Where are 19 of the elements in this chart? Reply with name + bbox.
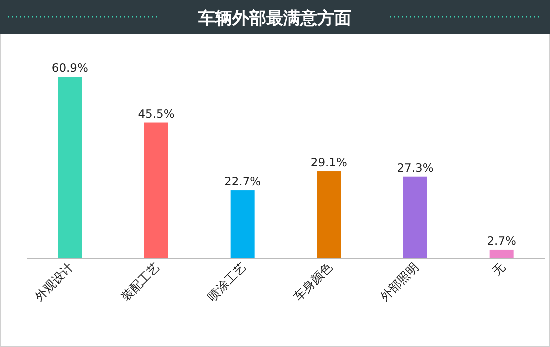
data-label: 60.9% — [52, 61, 88, 75]
x-tick-label: 无 — [490, 260, 508, 279]
bar — [317, 172, 342, 258]
bar — [144, 122, 168, 258]
data-label: 45.5% — [138, 106, 175, 121]
x-tick-label: 喷涂工艺 — [205, 260, 249, 304]
data-label: 27.3% — [397, 160, 434, 175]
x-tick-label: 装配工艺 — [118, 260, 163, 304]
bar — [490, 250, 514, 258]
x-tick-label: 车身颜色 — [291, 260, 336, 304]
bar — [230, 190, 255, 258]
bar — [58, 77, 82, 258]
data-label: 29.1% — [310, 156, 348, 170]
data-label: 22.7% — [224, 174, 262, 189]
x-tick-label: 外观设计 — [32, 260, 76, 304]
bar — [404, 176, 428, 258]
data-label: 2.7% — [487, 234, 517, 248]
chart-title: 车辆外部最满意方面 — [198, 9, 352, 29]
x-tick-label: 外部照明 — [378, 260, 422, 304]
